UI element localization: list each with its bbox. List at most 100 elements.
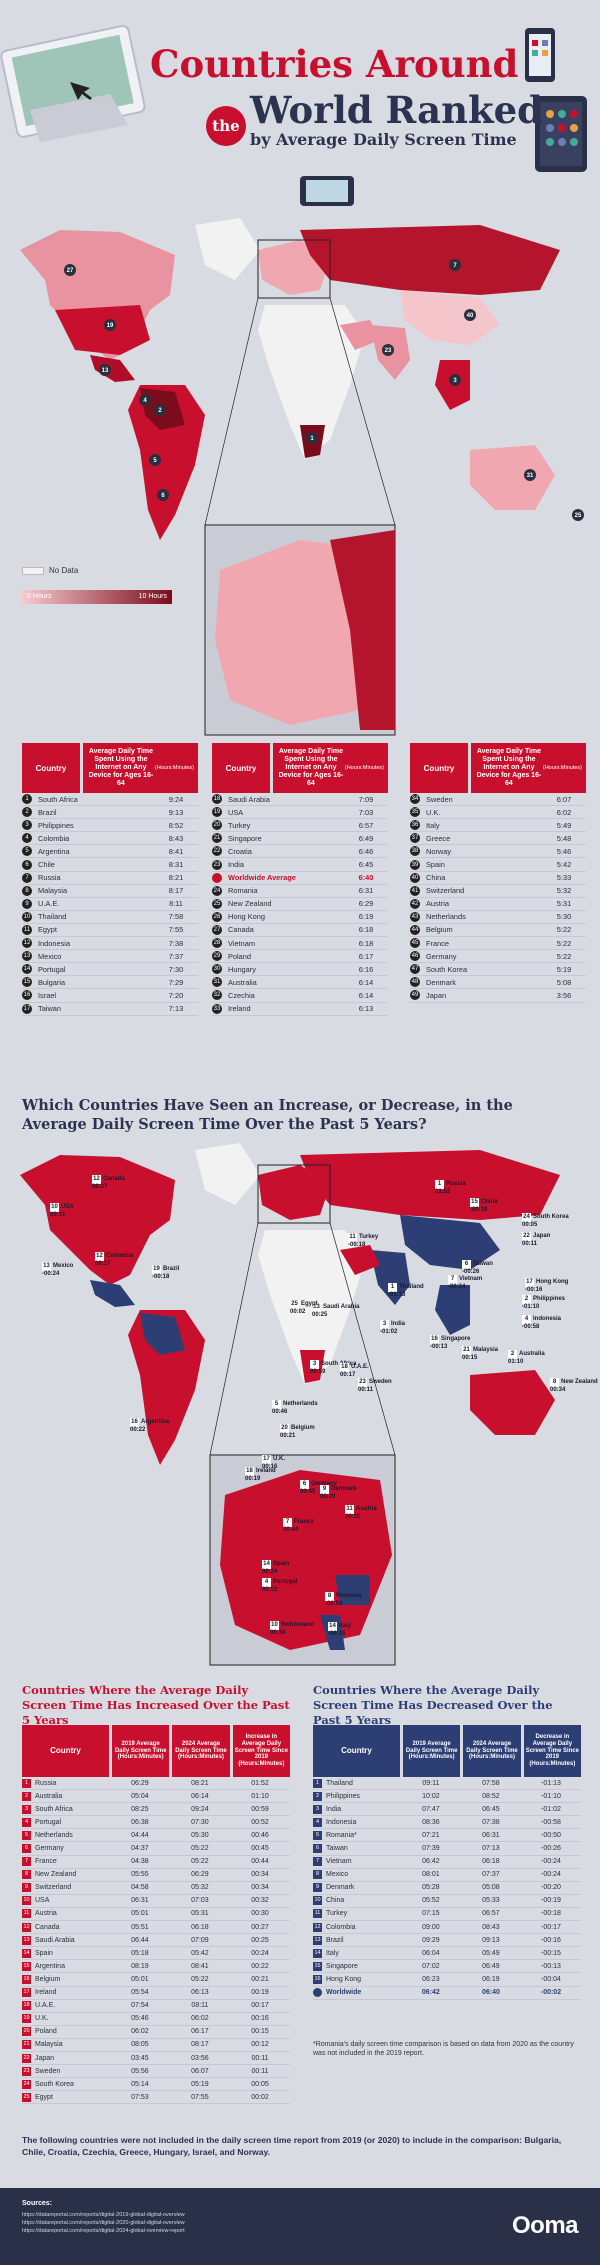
rank-badge: 4: [22, 833, 32, 844]
change-country-name: Malaysia: [473, 1347, 499, 1353]
screen-time-value: 5:48: [556, 833, 572, 843]
change-value: -00:26: [462, 1269, 480, 1275]
screen-time-value: 5:19: [556, 964, 572, 974]
change-row: 5 Netherlands 04:44 05:30 00:46: [22, 1829, 290, 1843]
country-name: Worldwide Average: [228, 873, 296, 883]
change-country-name: China: [481, 1199, 498, 1205]
country-name: Canada: [35, 1923, 60, 1931]
country-name: South Africa: [35, 1805, 73, 1813]
country-name: Turkey: [228, 820, 251, 830]
screen-time-value: 5:32: [556, 886, 572, 896]
change-country-name: Russia: [446, 1181, 466, 1187]
screen-time-value: 6:57: [358, 820, 374, 830]
rank-badge: 39: [410, 859, 420, 870]
no-data-label: No Data: [49, 566, 79, 575]
legend-no-data: No Data: [22, 566, 78, 575]
svg-text:1: 1: [310, 436, 314, 442]
change-rank-badge: 2: [508, 1350, 517, 1359]
time-cell: 06:02: [191, 2015, 209, 2023]
country-name: Spain: [35, 1949, 53, 1957]
rank-badge: 10: [22, 1896, 31, 1906]
time-cell: -00:02: [540, 1989, 562, 1997]
svg-text:27: 27: [67, 268, 74, 274]
country-name: Vietnam: [228, 938, 255, 948]
time-cell: 05:33: [482, 1897, 500, 1905]
change-country-name: Sweden: [369, 1379, 392, 1385]
rank-badge: 20: [22, 2027, 31, 2037]
rank-badge: 25: [22, 2092, 31, 2102]
screen-time-value: 6:07: [556, 794, 572, 804]
phone-icon: [525, 28, 555, 82]
change-header-cell: 2024 Average Daily Screen Time (Hours:Mi…: [172, 1725, 230, 1777]
country-name: Portugal: [38, 964, 66, 974]
increase-table-title: Countries Where the Average Daily Screen…: [22, 1683, 290, 1727]
time-cell: 01:10: [251, 1792, 269, 1800]
change-rank-badge: 5: [272, 1400, 281, 1409]
time-cell: 07:38: [482, 1818, 500, 1826]
change-value: -00:15: [328, 1631, 346, 1637]
ranking-row: 9 U.A.E. 8:11: [22, 898, 198, 911]
rank-badge: 2: [22, 1791, 31, 1801]
rank-badge: 9: [22, 1883, 31, 1893]
legend-low: 0 Hours: [27, 593, 52, 600]
change-value: 00:17: [340, 1372, 356, 1378]
china-shape: [400, 290, 500, 345]
time-cell: -00:17: [541, 1923, 561, 1931]
rank-badge: 16: [313, 1974, 322, 1984]
change-value: -00:24: [448, 1284, 466, 1290]
subtitle: by Average Daily Screen Time: [250, 130, 517, 149]
rank-badge: 3: [22, 820, 32, 831]
country-name: Singapore: [228, 833, 262, 843]
time-cell: 04:58: [131, 1884, 149, 1892]
rank-badge: 14: [313, 1948, 322, 1958]
screen-time-value: 7:13: [168, 1004, 184, 1014]
change-row: 12 Canada 05:51 06:18 00:27: [22, 1921, 290, 1935]
ranking-row: 4 Colombia 8:43: [22, 832, 198, 846]
time-cell: 06:23: [422, 1975, 440, 1983]
change-row: 19 U.K. 05:46 06:02 00:16: [22, 2013, 290, 2026]
tablet-icon: [535, 96, 587, 172]
country-name: Switzerland: [426, 886, 465, 896]
time-cell: 09:11: [422, 1779, 440, 1787]
time-cell: 00:52: [251, 1818, 269, 1826]
change-rank-badge: 4: [522, 1315, 531, 1324]
country-name: Denmark: [426, 977, 456, 987]
country-name: Australia: [228, 977, 257, 987]
change-map-label: 6 Taiwan -00:26: [462, 1260, 493, 1275]
change-rank-badge: 7: [283, 1518, 292, 1527]
source-link[interactable]: https://datareportal.com/reports/digital…: [22, 2212, 185, 2218]
change-country-name: France: [294, 1519, 314, 1525]
time-cell: 05:55: [131, 1871, 149, 1879]
ranking-row: 34 Sweden 6:07: [410, 793, 586, 807]
change-row: 25 Egypt 07:53 07:55 00:02: [22, 2091, 290, 2105]
decrease-table-title: Countries Where the Average Daily Screen…: [313, 1683, 553, 1727]
change-header-cell: Decrease in Average Daily Screen Time Si…: [523, 1725, 581, 1777]
source-link[interactable]: https://datareportal.com/reports/digital…: [22, 2220, 185, 2226]
time-cell: 09:00: [422, 1923, 440, 1931]
source-link[interactable]: https://datareportal.com/reports/digital…: [22, 2228, 185, 2234]
change-row: 1 Russia 06:29 08:21 01:52: [22, 1777, 290, 1791]
rank-badge: 2: [313, 1791, 322, 1801]
change-rank-badge: 2: [522, 1295, 531, 1304]
svg-text:40: 40: [467, 313, 474, 319]
rank-badge: 22: [22, 2053, 31, 2063]
change-country-name: Japan: [533, 1233, 551, 1239]
ranking-row: 38 Norway 5:46: [410, 845, 586, 859]
change-map-label: 23 Sweden 00:11: [358, 1378, 392, 1393]
change-rank-badge: 8: [325, 1592, 334, 1601]
time-cell: 08:11: [191, 2002, 209, 2010]
change-rank-badge: 10: [270, 1621, 279, 1630]
ranking-row: 11 Egypt 7:55: [22, 924, 198, 938]
rank-badge: 15: [313, 1961, 322, 1971]
change-row: 6 Germany 04:37 05:22 00:45: [22, 1842, 290, 1856]
change-map-label: 15 China -00:19: [470, 1198, 498, 1213]
svg-text:25: 25: [575, 513, 582, 519]
change-value: -00:16: [525, 1287, 543, 1293]
country-name: Netherlands: [35, 1831, 73, 1839]
change-map-label: 20 Belgium 00:21: [280, 1424, 315, 1439]
change-table-header: Country 2019 Average Daily Screen Time (H…: [22, 1725, 290, 1777]
time-cell: 08:25: [131, 1805, 149, 1813]
change-country-name: Spain: [273, 1561, 290, 1567]
screen-time-value: 7:55: [168, 925, 184, 935]
change-map-label: 24 South Korea 00:05: [522, 1213, 569, 1228]
